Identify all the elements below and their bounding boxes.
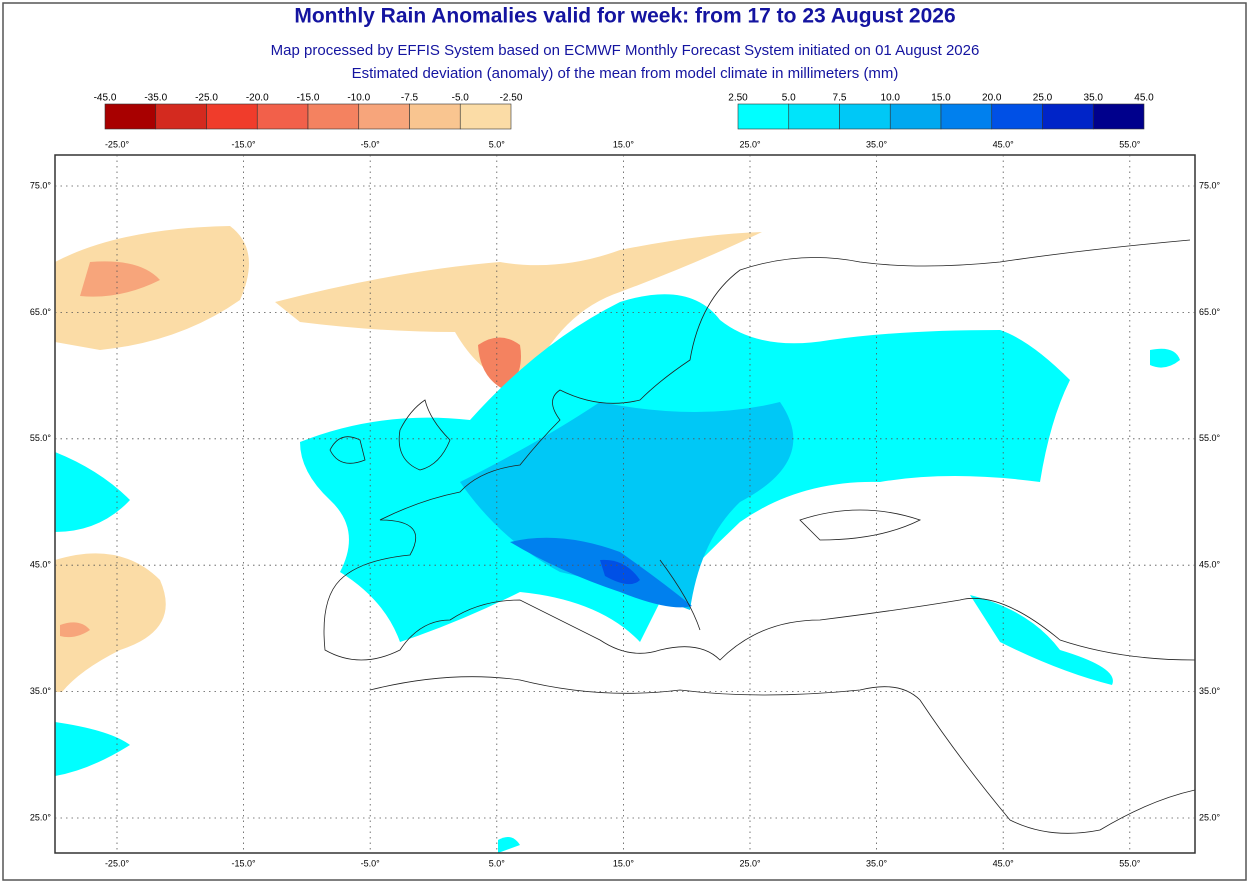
dry-area — [80, 261, 160, 297]
colorbar-segment — [839, 103, 891, 130]
description: Estimated deviation (anomaly) of the mea… — [352, 65, 899, 82]
colorbar-label: -45.0 — [94, 93, 117, 104]
colorbar-label: -7.5 — [401, 93, 419, 104]
colorbar-segment — [889, 103, 942, 130]
colorbar-segment — [256, 103, 309, 130]
colorbar-label: -15.0 — [297, 93, 320, 104]
latitude-label: 45.0° — [30, 560, 52, 570]
longitude-label: 35.0° — [866, 139, 888, 149]
colorbar-label: 7.5 — [833, 93, 847, 104]
latitude-label: 55.0° — [30, 433, 52, 443]
colorbar-label: 25.0 — [1033, 93, 1053, 104]
map-frame — [54, 154, 1196, 854]
title: Monthly Rain Anomalies valid for week: f… — [294, 5, 955, 28]
wet-area — [510, 537, 692, 608]
dry-area — [60, 622, 90, 638]
coastlines — [323, 239, 1195, 834]
colorbar-segment — [358, 103, 410, 130]
longitude-label: 25.0° — [739, 139, 761, 149]
dry-area — [55, 226, 249, 350]
latitude-label: 75.0° — [1199, 180, 1221, 190]
colorbar-segment — [788, 103, 840, 130]
colorbar-label: -20.0 — [246, 93, 269, 104]
colorbar-label: 35.0 — [1084, 93, 1104, 104]
longitude-label: 15.0° — [613, 139, 635, 149]
colorbar-label: 5.0 — [782, 93, 796, 104]
colorbar-segment — [991, 103, 1043, 130]
colorbar-label: 15.0 — [931, 93, 951, 104]
colorbar-segment — [1042, 103, 1094, 130]
colorbar-segment — [940, 103, 993, 130]
dry-area — [478, 337, 521, 390]
wet-area — [600, 559, 640, 585]
longitude-label: -15.0° — [232, 139, 257, 149]
longitude-label: -15.0° — [232, 858, 257, 868]
latitude-label: 35.0° — [30, 686, 52, 696]
latitude-label: 55.0° — [1199, 433, 1221, 443]
longitude-label: 5.0° — [489, 139, 506, 149]
longitude-label: 5.0° — [489, 858, 506, 868]
subtitle: Map processed by EFFIS System based on E… — [271, 42, 980, 59]
colorbar-segment — [1092, 103, 1145, 130]
colorbar-label: 2.50 — [728, 93, 748, 104]
longitude-label: -25.0° — [105, 139, 130, 149]
colorbar-label: 10.0 — [881, 93, 901, 104]
longitude-label: 55.0° — [1119, 858, 1141, 868]
wet-area — [55, 722, 130, 776]
colorbar-label: 20.0 — [982, 93, 1002, 104]
wet-area — [55, 452, 130, 532]
map-area — [55, 226, 1195, 853]
longitude-label: 45.0° — [993, 858, 1015, 868]
colorbar-label: -35.0 — [144, 93, 167, 104]
colorbar-segment — [155, 103, 207, 130]
latitude-label: 35.0° — [1199, 686, 1221, 696]
longitude-label: -25.0° — [105, 858, 130, 868]
colorbar-label: -5.0 — [452, 93, 470, 104]
colorbar-segment — [307, 103, 360, 130]
wet-area — [1150, 348, 1180, 368]
dry-area — [275, 232, 762, 384]
longitude-label: 15.0° — [613, 858, 635, 868]
latitude-label: 25.0° — [30, 812, 52, 822]
latitude-label: 65.0° — [1199, 307, 1221, 317]
latitude-label: 45.0° — [1199, 560, 1221, 570]
colorbar-label: -10.0 — [347, 93, 370, 104]
colorbar-label: -2.50 — [500, 93, 523, 104]
longitude-label: 35.0° — [866, 858, 888, 868]
longitude-label: 55.0° — [1119, 139, 1141, 149]
longitude-label: 25.0° — [739, 858, 761, 868]
latitude-label: 75.0° — [30, 180, 52, 190]
colorbar-segment — [206, 103, 258, 130]
longitude-label: -5.0° — [361, 139, 381, 149]
wet-area — [498, 836, 520, 853]
longitude-label: -5.0° — [361, 858, 381, 868]
colorbar-segment — [409, 103, 461, 130]
dry-area — [55, 553, 166, 692]
longitude-label: 45.0° — [993, 139, 1015, 149]
wet-area — [970, 595, 1113, 685]
colorbar-segment — [104, 103, 157, 130]
latitude-label: 25.0° — [1199, 812, 1221, 822]
colorbar-segment — [737, 103, 790, 130]
colorbar-label: 45.0 — [1134, 93, 1154, 104]
colorbar-label: -25.0 — [195, 93, 218, 104]
colorbar-segment — [459, 103, 512, 130]
latitude-label: 65.0° — [30, 307, 52, 317]
